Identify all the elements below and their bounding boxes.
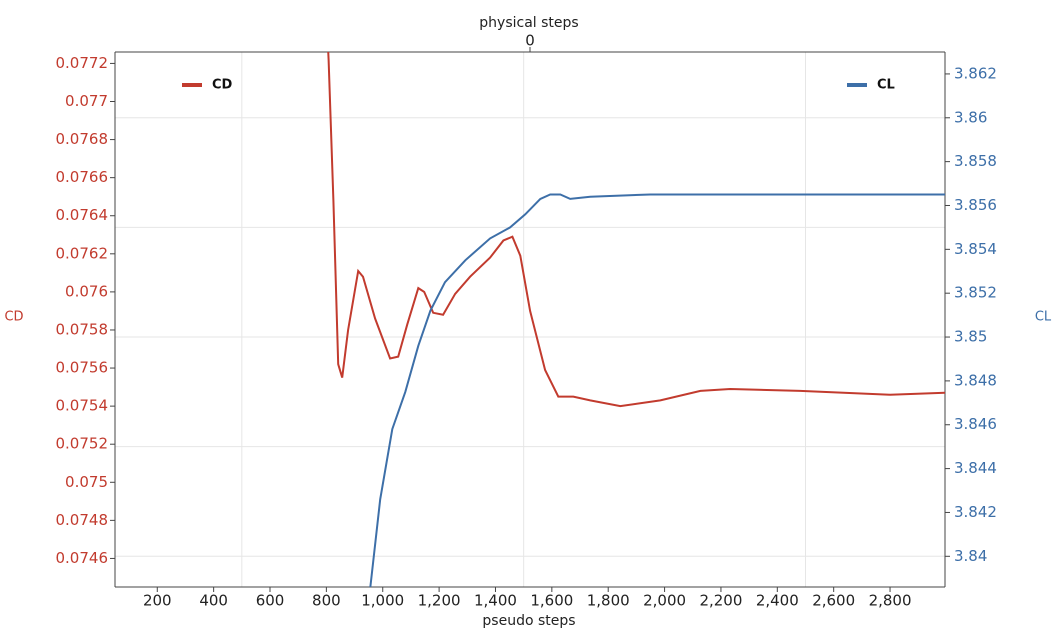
series-line	[327, 52, 945, 408]
y-tick-label: 0.0768	[56, 130, 109, 148]
plot-area	[327, 52, 945, 587]
x-axis-label: pseudo steps	[482, 613, 575, 629]
y-tick-label: 0.077	[65, 92, 108, 110]
y2-tick-label: 3.848	[954, 371, 997, 389]
x-tick-label: 200	[143, 592, 172, 610]
x-tick-label: 2,400	[756, 592, 799, 610]
y-tick-label: 0.0746	[56, 549, 109, 567]
y-tick-label: 0.0752	[56, 435, 109, 453]
y-tick-label: 0.0754	[56, 397, 109, 415]
y-tick-label: 0.0756	[56, 359, 109, 377]
y-tick-label: 0.0764	[56, 206, 109, 224]
x-tick-label: 2,600	[812, 592, 855, 610]
y2-axis-label: CL	[1035, 310, 1052, 325]
x-tick-label: 1,800	[587, 592, 630, 610]
x-tick-label: 1,400	[474, 592, 517, 610]
y2-tick-label: 3.842	[954, 503, 997, 521]
x-tick-label: 600	[256, 592, 285, 610]
y2-tick-label: 3.852	[954, 284, 997, 302]
x-tick-label: 1,200	[418, 592, 461, 610]
y-axis-label: CD	[4, 310, 23, 325]
x-tick-label: 800	[312, 592, 341, 610]
y-tick-label: 0.076	[65, 282, 108, 300]
x-tick-label: 400	[199, 592, 228, 610]
y2-tick-label: 3.862	[954, 64, 997, 82]
legend-label: CD	[212, 78, 233, 93]
legend-label: CL	[877, 78, 895, 93]
x-tick-label: 1,600	[530, 592, 573, 610]
y2-tick-label: 3.858	[954, 152, 997, 170]
y2-tick-label: 3.844	[954, 459, 997, 477]
y2-tick-label: 3.84	[954, 547, 987, 565]
x2-axis-label: physical steps	[479, 15, 578, 31]
y-tick-label: 0.0772	[56, 54, 109, 72]
x-tick-label: 2,200	[699, 592, 742, 610]
y2-tick-label: 3.846	[954, 415, 997, 433]
x-tick-label: 2,800	[869, 592, 912, 610]
x2-tick-label: 0	[525, 32, 535, 50]
y2-tick-label: 3.86	[954, 108, 987, 126]
x-tick-label: 2,000	[643, 592, 686, 610]
y2-tick-label: 3.85	[954, 328, 987, 346]
series-line	[369, 193, 945, 587]
x-tick-label: 1,000	[361, 592, 404, 610]
y-tick-label: 0.0766	[56, 168, 109, 186]
y-tick-label: 0.0758	[56, 320, 109, 338]
y-tick-label: 0.075	[65, 473, 108, 491]
y2-tick-label: 3.854	[954, 240, 997, 258]
y2-tick-label: 3.856	[954, 196, 997, 214]
y-tick-label: 0.0748	[56, 511, 109, 529]
y-tick-label: 0.0762	[56, 244, 109, 262]
